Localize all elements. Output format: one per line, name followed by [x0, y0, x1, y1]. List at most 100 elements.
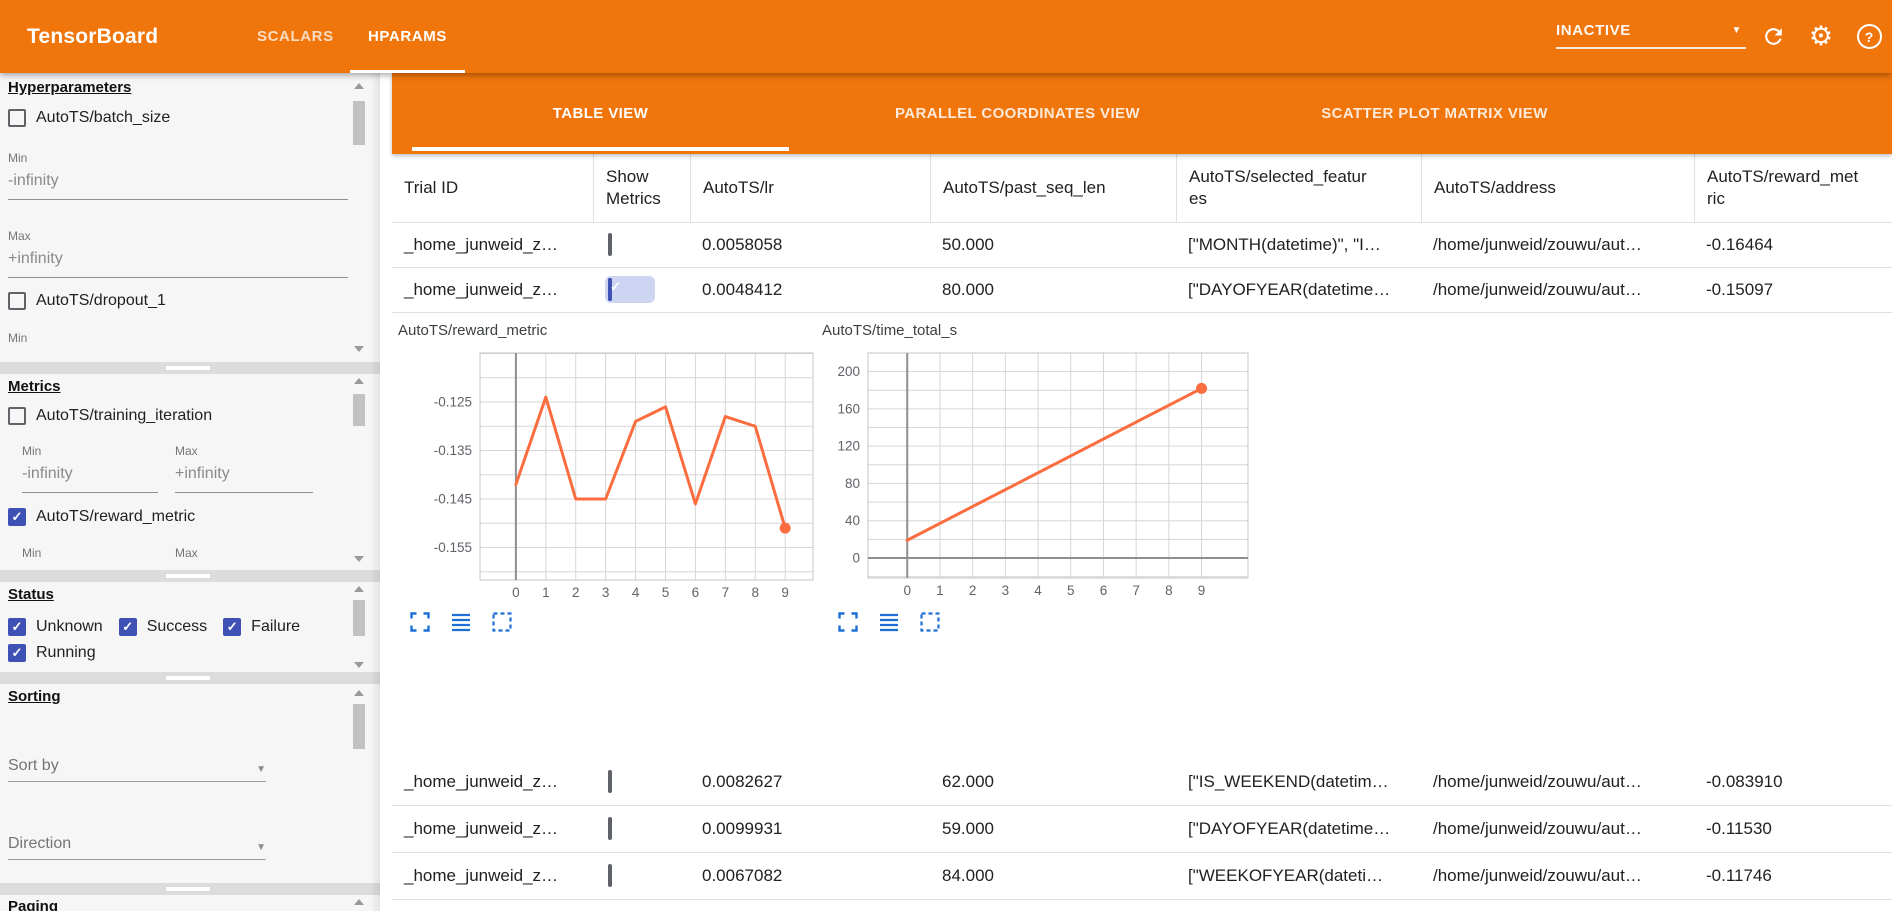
tab-scalars[interactable]: SCALARS [257, 28, 334, 45]
show-metrics-checkbox[interactable] [605, 276, 655, 303]
scroll-up-icon[interactable] [354, 378, 364, 384]
svg-text:2: 2 [969, 583, 977, 598]
lines-icon[interactable] [877, 610, 901, 634]
trial-id-cell: _home_junweid_z… [404, 235, 559, 254]
status-success-checkbox[interactable] [118, 618, 137, 636]
scroll-up-icon[interactable] [354, 586, 364, 592]
section-title: Sorting [8, 688, 61, 705]
status-failure-checkbox[interactable] [223, 618, 242, 636]
lr-cell: 0.0058058 [702, 235, 783, 254]
dashed-box-icon[interactable] [918, 610, 942, 634]
chevron-down-icon: ▼ [1731, 24, 1742, 36]
panel-resize-handle[interactable] [0, 883, 380, 895]
section-scrollbar[interactable] [352, 899, 367, 911]
section-scrollbar[interactable] [352, 586, 367, 668]
column-header-trial-id: Trial ID [404, 178, 459, 197]
lr-cell: 0.0067082 [702, 866, 783, 885]
show-metrics-cell [593, 759, 690, 805]
scroll-up-icon[interactable] [354, 899, 364, 905]
time-total-chart[interactable]: 0 1 2 3 4 5 6 7 8 9 200 160 120 80 40 0 [810, 340, 1262, 610]
section-scrollbar[interactable] [352, 81, 367, 354]
metric-reward-metric-row: AutoTS/reward_metric [8, 508, 195, 526]
chart-title-time-total: AutoTS/time_total_s [822, 322, 958, 339]
past-seq-len-cell: 84.000 [942, 866, 994, 885]
scroll-down-icon[interactable] [354, 346, 364, 352]
lines-icon[interactable] [449, 610, 473, 634]
address-cell: /home/junweid/zouwu/aut… [1433, 235, 1642, 254]
scroll-up-icon[interactable] [354, 690, 364, 696]
max-label: Max [175, 444, 198, 458]
refresh-icon[interactable] [1758, 0, 1788, 73]
hparam-label: AutoTS/dropout_1 [36, 292, 166, 309]
section-paging: Paging [0, 895, 380, 911]
section-metrics: Metrics AutoTS/training_iteration Min -i… [0, 374, 380, 570]
metric-label: AutoTS/training_iteration [36, 407, 213, 424]
address-cell: /home/junweid/zouwu/aut… [1433, 280, 1642, 299]
tab-parallel-coordinates-view[interactable]: PARALLEL COORDINATES VIEW [894, 105, 1140, 122]
section-scrollbar[interactable] [352, 690, 367, 876]
scroll-thumb[interactable] [353, 704, 365, 749]
status-running-checkbox[interactable] [8, 644, 26, 662]
hparam-label: AutoTS/batch_size [36, 109, 171, 126]
help-icon[interactable]: ? [1854, 0, 1884, 73]
section-title: Hyperparameters [8, 79, 132, 96]
panel-resize-handle[interactable] [0, 672, 380, 684]
max-field[interactable]: Max +infinity [8, 229, 348, 278]
dashed-box-icon[interactable] [490, 610, 514, 634]
sort-by-select[interactable]: Sort by ▼ [8, 744, 266, 782]
metric-training-iteration-row: AutoTS/training_iteration [8, 407, 212, 425]
hparam-batch-size-row: AutoTS/batch_size [8, 109, 170, 127]
panel-resize-handle[interactable] [0, 570, 380, 582]
metric-training-iteration-checkbox[interactable] [8, 407, 26, 425]
status-label: Failure [251, 618, 301, 635]
status-running: Running [8, 644, 96, 662]
min-field[interactable]: Min -infinity [8, 151, 348, 200]
scroll-down-icon[interactable] [354, 662, 364, 668]
show-metrics-checkbox[interactable] [608, 864, 612, 887]
show-metrics-cell [593, 268, 690, 312]
scroll-down-icon[interactable] [354, 556, 364, 562]
svg-text:1: 1 [542, 585, 550, 600]
run-status-dropdown[interactable]: INACTIVE ▼ [1556, 13, 1746, 49]
gear-icon[interactable]: ⚙ [1808, 21, 1834, 51]
table-header: Trial ID Show Metrics AutoTS/lr AutoTS/p… [392, 154, 1892, 223]
svg-text:0: 0 [512, 585, 520, 600]
svg-text:5: 5 [1067, 583, 1075, 598]
status-unknown-checkbox[interactable] [8, 618, 26, 636]
section-title: Metrics [8, 378, 61, 395]
metric-reward-metric-checkbox[interactable] [8, 508, 26, 526]
expand-icon[interactable] [836, 610, 860, 634]
max-field[interactable]: Max +infinity [175, 444, 313, 493]
expand-icon[interactable] [408, 610, 432, 634]
svg-text:9: 9 [781, 585, 789, 600]
reward-metric-chart[interactable]: 0 1 2 3 4 5 6 7 8 9 -0.125 -0.135 -0.145 -0.155 [420, 340, 832, 610]
svg-text:-0.145: -0.145 [434, 491, 472, 506]
scroll-thumb[interactable] [353, 101, 365, 145]
direction-select[interactable]: Direction ▼ [8, 822, 266, 860]
active-tab-underline [350, 70, 465, 73]
show-metrics-checkbox[interactable] [608, 233, 612, 256]
min-field[interactable]: Min -infinity [22, 444, 158, 493]
tab-hparams[interactable]: HPARAMS [368, 28, 447, 45]
show-metrics-checkbox[interactable] [608, 770, 612, 793]
scroll-up-icon[interactable] [354, 83, 364, 89]
show-metrics-checkbox[interactable] [608, 817, 612, 840]
table-row: _home_junweid_z… 0.0099931 59.000 ["DAYO… [392, 806, 1892, 853]
reward-metric-cell: -0.16464 [1706, 235, 1774, 254]
hparam-batch-size-checkbox[interactable] [8, 109, 26, 127]
svg-text:6: 6 [692, 585, 700, 600]
reward-metric-cell: -0.11530 [1706, 819, 1772, 838]
show-metrics-cell [593, 806, 690, 852]
svg-text:7: 7 [722, 585, 730, 600]
table-row: _home_junweid_z… 0.0067082 84.000 ["WEEK… [392, 853, 1892, 900]
tab-table-view[interactable]: TABLE VIEW [392, 73, 809, 154]
svg-text:3: 3 [1002, 583, 1010, 598]
max-value: +infinity [175, 465, 230, 482]
section-scrollbar[interactable] [352, 378, 367, 566]
tab-scatter-plot-matrix-view[interactable]: SCATTER PLOT MATRIX VIEW [1321, 105, 1548, 122]
scroll-thumb[interactable] [353, 600, 365, 636]
hparam-dropout-checkbox[interactable] [8, 292, 26, 310]
panel-resize-handle[interactable] [0, 362, 380, 374]
scroll-thumb[interactable] [353, 394, 365, 426]
svg-text:-0.135: -0.135 [434, 443, 472, 458]
